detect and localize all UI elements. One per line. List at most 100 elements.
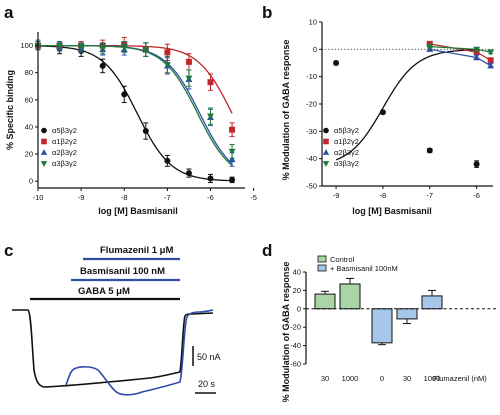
a-data-point [99, 62, 106, 69]
d-legend-swatch [317, 264, 327, 272]
a-legend-label: α3β3γ2 [52, 159, 77, 168]
d-x-tick-label: 1000 [342, 374, 359, 383]
d-bar [314, 293, 336, 310]
d-x-tick-label: 0 [380, 374, 384, 383]
b-x-tick-label: -9 [333, 191, 340, 200]
b-data-point [473, 161, 480, 168]
d-y-tick-label: 0 [297, 304, 301, 313]
d-legend-label: Control [330, 255, 355, 264]
b-y-tick-label: -10 [306, 72, 317, 81]
control-trace [12, 309, 214, 388]
b-fit-line [335, 49, 477, 161]
panel-a-legend: α5β3γ2 α1β2γ2 α2β3γ2 α3β3γ2 [40, 126, 77, 168]
panel-letter-b: b [262, 3, 272, 22]
a-data-point [164, 49, 171, 56]
a-data-point [185, 58, 192, 65]
a-data-point [229, 126, 236, 133]
a-x-tick-label: -10 [33, 193, 44, 202]
d-x-tick-label: 1000 [424, 374, 441, 383]
panel-b-marks [333, 40, 495, 168]
a-data-point [121, 91, 128, 98]
panel-b-xlabel: log [M] Basmisanil [352, 206, 432, 216]
a-data-point [228, 155, 236, 163]
b-x-tick-label: -7 [426, 191, 433, 200]
panel-letter-a: a [4, 3, 14, 22]
a-data-point [185, 75, 193, 82]
b-series-line [429, 43, 492, 61]
d-x-tick-label: 30 [321, 374, 329, 383]
b-legend-marker [322, 161, 330, 167]
b-data-point [487, 62, 495, 69]
b-legend-label: α1β2γ2 [334, 137, 359, 146]
d-bar [396, 308, 418, 320]
b-y-tick-label: -40 [306, 154, 317, 163]
a-data-point [163, 62, 171, 69]
a-data-point [164, 157, 171, 164]
a-data-point [56, 43, 64, 50]
b-data-point [473, 53, 481, 61]
panel-a-xlabel: log [M] Basmisanil [98, 206, 178, 216]
b-legend-marker [322, 149, 330, 155]
a-y-tick-label: 80 [25, 68, 33, 77]
a-legend-marker [41, 127, 47, 134]
a-legend-label: α1β2γ2 [52, 137, 77, 146]
a-data-point [99, 45, 107, 52]
a-data-point [207, 113, 214, 120]
b-data-point [333, 60, 340, 66]
b-legend-label: α5β3γ2 [334, 126, 359, 135]
a-legend-marker [41, 138, 47, 145]
panel-b-legend: α5β3γ2 α1β2γ2 α2β3γ2 α3β3γ2 [322, 126, 359, 168]
d-y-tick-label: 40 [293, 268, 301, 277]
b-legend-marker [323, 138, 329, 145]
d-y-tick-label: 20 [293, 286, 301, 295]
b-data-point [426, 40, 433, 47]
a-legend-label: α2β3γ2 [52, 148, 77, 157]
b-x-tick-label: -8 [380, 191, 387, 200]
d-y-tick-label: -60 [290, 360, 301, 369]
panel-d-legend: Control+ Basmisanil 100nM [317, 255, 398, 273]
basmisanil-label: Basmisanil 100 nM [80, 266, 165, 277]
panel-d-chart: 40 20 0 -20 -40 -60 30 1000 0 30 1000 % Modulation… [281, 255, 497, 402]
panel-b-ylabel: % Modulation of GABA response [281, 40, 291, 181]
panel-a-chart: -10 -9 -8 -7 -6 -5 0 20 40 60 80 100 log [M] Basmis… [5, 32, 257, 216]
panel-letter-d: d [262, 241, 272, 260]
b-data-point [487, 57, 494, 64]
d-y-tick-label: -40 [290, 341, 301, 350]
a-y-tick-label: 40 [25, 122, 33, 131]
a-data-point [142, 128, 149, 135]
b-y-tick-label: -30 [306, 127, 317, 136]
scale-current-label: 50 nA [197, 352, 221, 362]
b-data-point [426, 147, 433, 154]
a-data-point [77, 44, 85, 51]
a-data-point [207, 79, 214, 86]
b-data-point [379, 109, 386, 116]
gaba-label: GABA 5 μM [78, 286, 130, 297]
panel-a-ylabel: % Specific binding [5, 70, 15, 150]
b-y-tick-label: 10 [309, 18, 317, 27]
a-legend-marker [40, 149, 48, 155]
panel-d-marks [314, 277, 443, 346]
a-data-point [207, 175, 214, 182]
b-x-tick-label: -6 [473, 191, 480, 200]
a-y-tick-label: 100 [20, 41, 33, 50]
a-data-point [185, 170, 192, 177]
d-legend-swatch [317, 255, 327, 263]
b-y-tick-label: -20 [306, 100, 317, 109]
basmisanil-trace [65, 309, 214, 396]
a-y-tick-label: 60 [25, 95, 33, 104]
a-x-tick-label: -9 [78, 193, 85, 202]
panel-letter-c: c [4, 241, 13, 260]
d-bar [339, 283, 361, 310]
a-fit-line [38, 44, 233, 114]
d-x-tick-label: 30 [403, 374, 411, 383]
b-y-tick-label: 0 [313, 45, 317, 54]
a-fit-line [38, 45, 233, 182]
panel-d-axes: 40 20 0 -20 -40 -60 30 1000 0 30 1000 [290, 268, 497, 383]
a-data-point [120, 44, 128, 51]
b-legend-label: α2β3γ2 [334, 148, 359, 157]
a-y-tick-label: 20 [25, 150, 33, 159]
b-data-point [473, 46, 481, 53]
a-fit-line [38, 44, 233, 166]
panel-a-marks [34, 36, 236, 184]
